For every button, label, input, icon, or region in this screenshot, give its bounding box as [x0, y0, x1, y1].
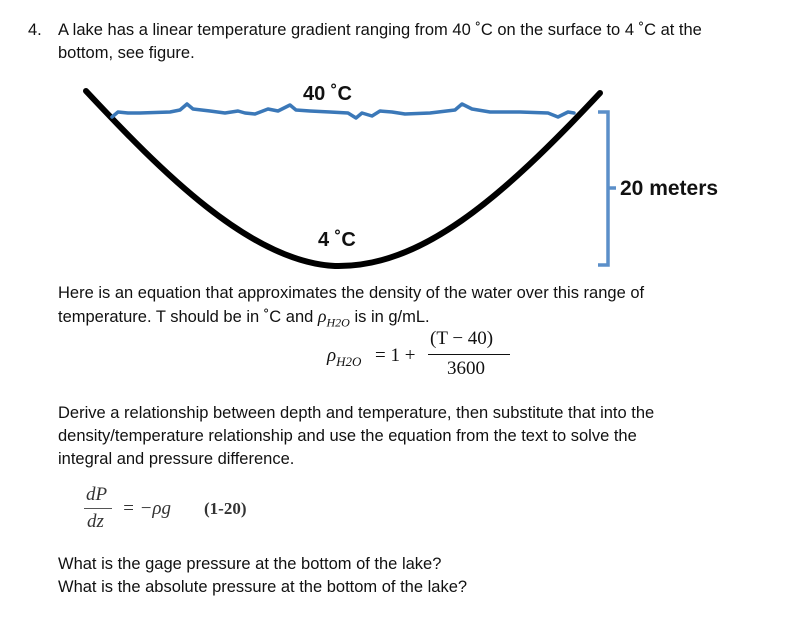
problem-line-2: bottom, see figure.	[58, 44, 195, 62]
rho-symbol: ρ	[317, 306, 327, 326]
question-gage-pressure: What is the gage pressure at the bottom …	[58, 555, 442, 573]
hydrostatic-rhs: = −ρg	[122, 498, 172, 519]
depth-label: 20 meters	[620, 177, 719, 200]
lake-figure	[83, 88, 616, 270]
question-absolute-pressure: What is the absolute pressure at the bot…	[58, 578, 468, 596]
surface-temperature-label: 40 ˚C	[303, 83, 352, 105]
depth-bracket	[598, 110, 616, 267]
density-equation: ρH2O = 1 + (T − 40) 3600	[327, 328, 527, 384]
paragraph-1-line-2: temperature. T should be in ˚C and ρH2O …	[58, 305, 430, 334]
fraction-bar	[428, 354, 510, 355]
density-lhs: ρH2O	[327, 345, 361, 370]
paragraph-2-line-1: Derive a relationship between depth and …	[58, 404, 655, 422]
density-equals-one-plus: = 1 +	[375, 345, 416, 366]
paragraph-2-line-2: density/temperature relationship and use…	[58, 427, 637, 445]
rho-subscript: H2O	[326, 315, 350, 330]
lake-basin-outline	[83, 88, 603, 270]
equation-reference: (1-20)	[204, 499, 247, 518]
density-lhs-subscript: H2O	[336, 353, 362, 369]
hydrostatic-denominator: dz	[87, 511, 104, 532]
paragraph-1-line-1: Here is an equation that approximates th…	[58, 284, 645, 302]
density-lhs-rho: ρ	[327, 345, 337, 366]
water-surface-line	[110, 102, 576, 120]
problem-number: 4.	[28, 21, 42, 39]
paragraph-1-text-a: temperature. T should be in ˚C and	[58, 308, 318, 326]
problem-line-1: A lake has a linear temperature gradient…	[58, 21, 702, 39]
hydrostatic-fraction-bar	[84, 508, 112, 509]
paragraph-1-text-b: is in g/mL.	[349, 308, 430, 326]
density-denominator: 3600	[447, 358, 485, 379]
hydrostatic-numerator: dP	[86, 484, 108, 505]
hydrostatic-equation: dP dz = −ρg (1-20)	[84, 484, 284, 540]
paragraph-2-line-3: integral and pressure difference.	[58, 450, 295, 468]
density-numerator: (T − 40)	[430, 328, 494, 349]
bottom-temperature-label: 4 ˚C	[318, 229, 356, 251]
